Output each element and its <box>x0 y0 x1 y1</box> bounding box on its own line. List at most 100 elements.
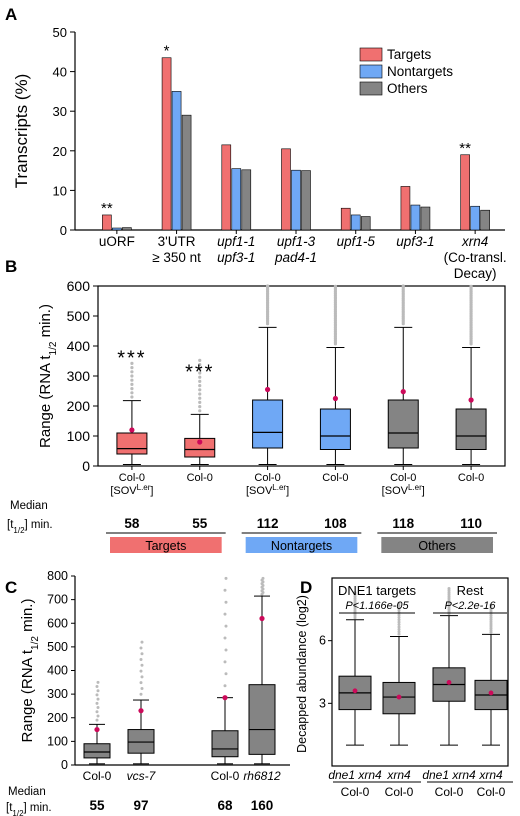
panel-b-outlier-point <box>198 396 202 400</box>
panel-b-outlier-point <box>130 387 134 391</box>
panel-d-outlier-point <box>489 624 493 628</box>
panel-b-box <box>387 399 419 449</box>
panel-b-outlier-point <box>198 392 202 396</box>
panel-a-y-tick-label: 30 <box>53 104 67 119</box>
panel-d-genotype-label: dne1 xrn4 <box>422 768 476 782</box>
panel-b-mean-point <box>332 395 339 402</box>
panel-c-outlier-point <box>223 588 227 592</box>
panel-b-outlier-point <box>265 284 270 288</box>
panel-b-mean-point <box>129 427 135 433</box>
panel-b-outlier-point <box>130 395 134 399</box>
panel-c-median-value: 55 <box>89 798 105 813</box>
panel-d-outlier-point <box>489 614 493 618</box>
panel-a-bar <box>122 227 132 231</box>
panel-b-letter: B <box>5 257 17 276</box>
panel-a-legend-label: Nontargets <box>387 64 453 79</box>
panel-a-legend-swatch <box>359 81 383 96</box>
panel-a-bar <box>410 204 421 231</box>
panel-d-outlier-point <box>397 632 401 636</box>
panel-a-bar <box>112 227 122 231</box>
panel-a-y-tick-label: 50 <box>53 25 67 40</box>
panel-d-outlier-point <box>397 620 401 624</box>
panel-c-outlier-point <box>224 600 228 604</box>
panel-a-legend-label: Others <box>387 81 428 96</box>
panel-a-bar <box>460 154 470 231</box>
panel-a-y-tick-label: 10 <box>53 183 67 198</box>
panel-b-outlier-point <box>130 361 134 365</box>
panel-a-significance: ** <box>101 200 113 217</box>
panel-d-pvalue: P<1.166e-05 <box>345 600 409 612</box>
panel-b-outlier-point <box>130 366 134 370</box>
panel-c-y-tick-label: 800 <box>47 569 68 583</box>
panel-b-group-tag <box>381 537 493 553</box>
panel-c-outlier-point <box>139 669 143 673</box>
panel-b-outlier-point <box>198 409 202 413</box>
panel-a-x-tick-label: upf1-5 <box>337 234 376 249</box>
panel-a-significance: ** <box>459 140 471 157</box>
panel-a-bar <box>420 206 431 231</box>
panel-c-y-tick-label: 700 <box>47 593 68 607</box>
panel-d-y-axis-label: Decapped abundance (log2) <box>295 595 309 753</box>
panel-c-box <box>127 729 155 754</box>
panel-a-x-tick-label: uORF <box>99 234 135 249</box>
panel-b-outlier-point <box>198 358 202 362</box>
panel-b-x-tick-label: Col-0 <box>187 472 213 484</box>
panel-d-outlier-point <box>397 613 401 617</box>
panel-d-pvalue: P<2.2e-16 <box>444 600 496 612</box>
panel-b-x-tick-label: Col-0 <box>322 472 348 484</box>
panel-a-bar <box>171 91 182 231</box>
panel-a-bar <box>350 214 361 231</box>
panel-a-bar <box>340 207 351 231</box>
panel-a-x-tick-label: xrn4 <box>461 234 488 249</box>
panel-c-outlier-point <box>96 680 100 684</box>
panel-c-mean-point <box>222 695 228 701</box>
panel-b-outlier-point <box>130 370 134 374</box>
panel-c-outlier-point <box>140 640 144 644</box>
panel-d-mean-point <box>352 688 358 694</box>
panel-b-x-tick-sublabel: [SOVL.er] <box>382 483 425 498</box>
panel-a-bar <box>480 209 490 231</box>
panel-b-t-half-label: [t1/2] min. <box>7 519 53 535</box>
panel-b-y-tick-label: 0 <box>82 458 90 474</box>
panel-a-bar <box>181 114 192 231</box>
panel-c-y-tick-label: 200 <box>47 711 68 725</box>
panel-c-box <box>211 730 239 758</box>
panel-d-outlier-point <box>489 607 493 611</box>
panel-a-bar <box>102 214 112 231</box>
panel-b-y-tick-label: 600 <box>67 278 91 294</box>
panel-c-outlier-point <box>140 652 144 656</box>
panel-c-outlier-point <box>96 697 100 701</box>
panel-d-mean-point <box>396 694 402 700</box>
panel-b-outlier-point <box>198 363 202 367</box>
panel-c-outlier-point <box>95 718 99 722</box>
panel-a-x-tick-label: ≥ 350 nt <box>152 250 201 265</box>
panel-d-genotype-label: xrn4 <box>386 768 411 782</box>
panel-b-mean-point <box>264 386 271 393</box>
panel-c-outlier-point <box>139 681 143 685</box>
panel-a-bar <box>400 186 411 231</box>
panel-a-bar <box>241 169 252 231</box>
panel-d-outlier-point <box>489 609 493 613</box>
panel-c-y-tick-label: 600 <box>47 616 68 630</box>
panel-c-y-tick-label: 0 <box>61 758 68 772</box>
panel-d-background-label: Col-0 <box>385 785 414 799</box>
panel-d-outlier-point <box>489 616 493 620</box>
panel-a-bar <box>231 168 242 231</box>
panel-c-y-axis-label: Range (RNA t1/2 min.) <box>19 599 41 743</box>
panel-a-bar <box>301 170 311 231</box>
panel-b-outlier-point <box>401 284 405 288</box>
panel-d-y-tick-label: 3 <box>319 696 326 710</box>
panel-b-group-label: Others <box>418 539 456 553</box>
panel-c-outlier-point <box>140 686 144 690</box>
panel-a-x-tick-label: upf1-1 <box>217 234 255 249</box>
panel-b-mean-point <box>468 397 474 403</box>
panel-b-group-label: Targets <box>145 539 186 553</box>
panel-a-x-tick-label: upf3-1 <box>396 234 434 249</box>
panel-a-y-axis-label: Transcripts (%) <box>12 74 31 189</box>
panel-b-outlier-point <box>198 371 202 375</box>
panel-b-group-label: Nontargets <box>271 539 332 553</box>
panel-d-y-tick-label: 6 <box>319 634 326 648</box>
panel-b-y-axis-label: Range (RNA t1/2 min.) <box>37 304 59 448</box>
panel-b-y-tick-label: 500 <box>67 308 91 324</box>
